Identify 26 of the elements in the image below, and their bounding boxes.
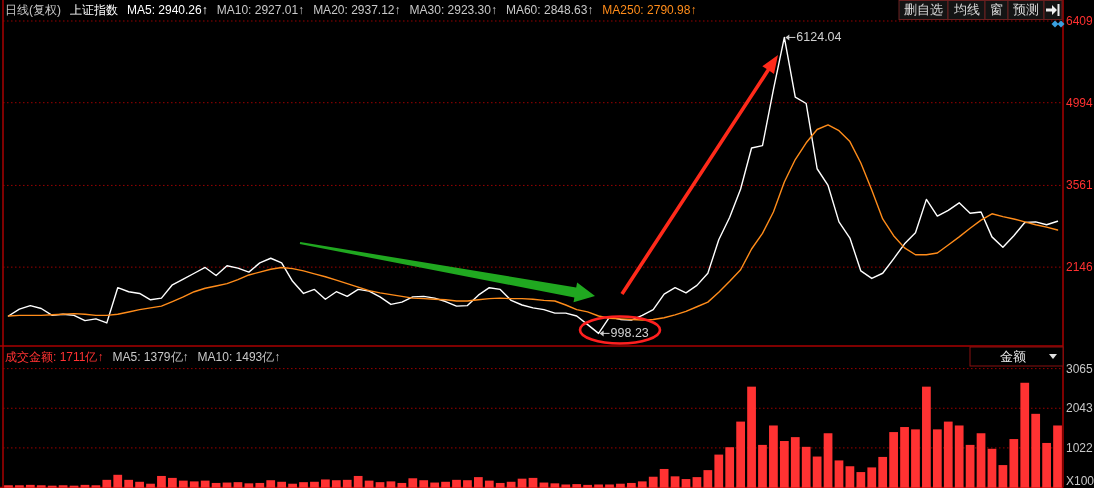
button-label: 均线: [953, 3, 980, 17]
y-tick-label: 3561: [1066, 178, 1093, 193]
title: 日线(复权): [5, 3, 61, 17]
button-label: 窗: [990, 3, 1003, 17]
annotation: MA5: 1379亿↑: [112, 349, 189, 364]
value-label: 998.23: [610, 326, 649, 341]
subtitle: 上证指数: [70, 3, 118, 17]
y-tick-label: 4994: [1066, 95, 1093, 110]
y-tick-label: 3065: [1066, 361, 1093, 376]
annotation: MA30: 2923.30↑: [409, 3, 497, 17]
y-tick-label: 6409: [1066, 14, 1093, 28]
legend-item: 成交金额: 1711亿↑: [5, 349, 104, 364]
annotation: MA20: 2937.12↑: [313, 3, 401, 17]
dropdown-label: 金额: [999, 349, 1026, 364]
y-tick-label: 2146: [1066, 260, 1093, 275]
y-tick-label: 2043: [1066, 401, 1093, 416]
annotation: MA10: 2927.01↑: [216, 3, 305, 17]
button-label: 删自选: [904, 3, 943, 17]
annotation: MA60: 2848.63↑: [505, 3, 594, 17]
y-label: X100: [1066, 473, 1094, 488]
button-label: 预测: [1013, 3, 1039, 17]
value-label: 6124.04: [796, 30, 842, 45]
legend-item: MA5: 2940.26↑: [127, 3, 208, 17]
annotation: MA10: 1493亿↑: [197, 349, 281, 364]
y-tick-label: 1022: [1066, 440, 1093, 455]
legend-item: MA250: 2790.98↑: [602, 3, 697, 17]
